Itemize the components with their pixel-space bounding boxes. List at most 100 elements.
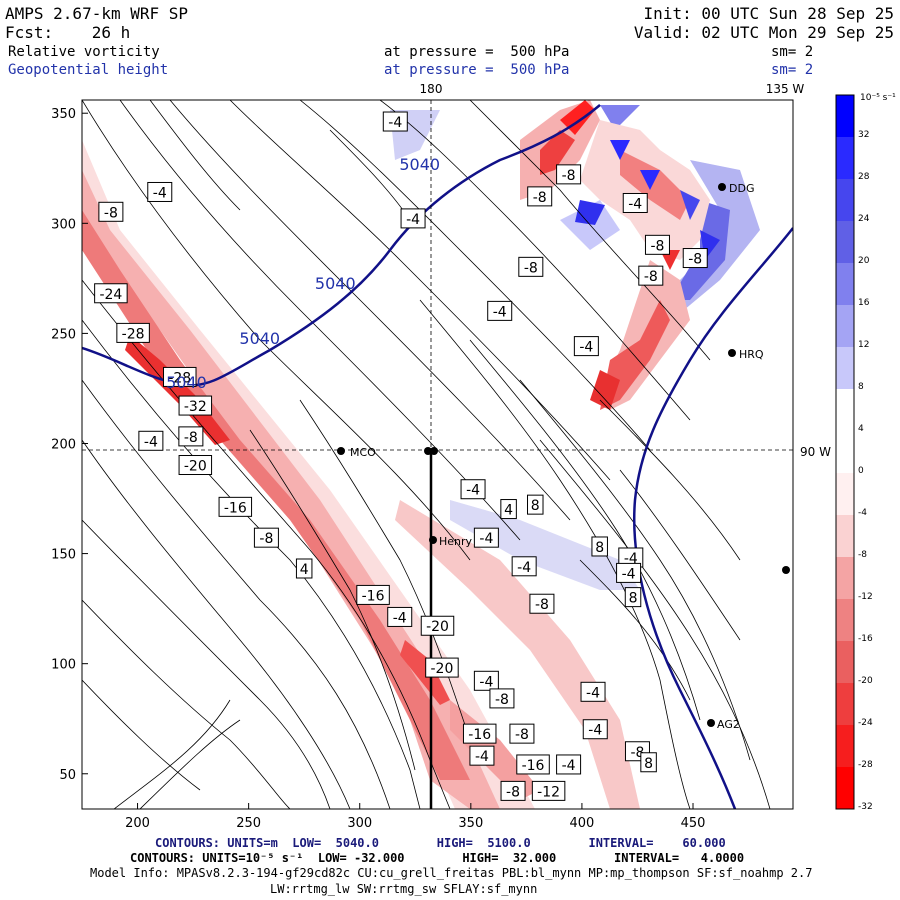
lon-label-180: 180: [420, 82, 443, 96]
colorbar-swatch: [836, 389, 854, 432]
vorticity-label-box: [582, 719, 608, 740]
field1-smoothing: sm= 2: [771, 44, 814, 60]
vorticity-label: -32: [178, 395, 213, 416]
lat-label-90w: 90 W: [800, 445, 831, 459]
vorticity-label-text: -8: [515, 727, 529, 743]
lon-label-135w: 135 W: [766, 82, 805, 96]
vorticity-label: -28: [163, 366, 197, 387]
vorticity-label-box: [616, 562, 642, 583]
vorticity-label: -20: [425, 657, 459, 678]
colorbar-swatch: [836, 767, 854, 810]
vorticity-label-text: -4: [466, 483, 480, 499]
colorbar-swatch: [836, 683, 854, 726]
colorbar: 32 28 24 20 16 12 8 4 0 -4 -8 -12 -16 -20 -24 -28 -32: [835, 94, 873, 812]
vorticity-label-text: -20: [431, 661, 454, 677]
vorticity-label-box: [473, 527, 499, 548]
plot-field: [82, 100, 793, 809]
station-ddg-marker: [718, 183, 726, 191]
vorticity-label: -12: [531, 780, 566, 801]
vorticity-label-box: [178, 426, 204, 447]
height-labels: 5040 5040 5040 5040: [166, 155, 440, 392]
station-ag2-marker: [707, 719, 715, 727]
colorbar-level-label: 12: [858, 340, 869, 350]
vorticity-label-box: [356, 584, 390, 605]
vorticity-label: -8: [500, 780, 526, 801]
vorticity-label-box: [98, 201, 124, 222]
colorbar-level-label: 24: [858, 214, 870, 224]
vorticity-label-box: [516, 754, 550, 775]
colorbar-level-label: 8: [858, 382, 864, 392]
station-extra-marker: [782, 566, 790, 574]
x-tick-label: 400: [570, 816, 595, 831]
vorticity-label: -4: [469, 745, 495, 766]
vorticity-label-text: -4: [406, 212, 420, 228]
vorticity-label: -4: [622, 192, 648, 213]
vorticity-label-box: [527, 186, 553, 207]
colorbar-unit-label: 10⁻⁵ s⁻¹: [860, 93, 896, 103]
colorbar-swatch: [836, 305, 854, 348]
colorbar-level-label: 4: [858, 424, 864, 434]
vorticity-label-text: -20: [184, 459, 207, 475]
vorticity-label-box: [556, 164, 582, 185]
vorticity-label-text: -8: [524, 260, 538, 276]
vorticity-label-box: [624, 587, 642, 608]
x-tick-label: 200: [125, 816, 150, 831]
vorticity-label-box: [253, 527, 279, 548]
vorticity-label-text: 4: [504, 503, 513, 519]
colorbar-swatch: [836, 179, 854, 222]
vorticity-label: -8: [489, 688, 515, 709]
vorticity-label-box: [556, 754, 582, 775]
footer-contours-height: CONTOURS: UNITS=m LOW= 5040.0 HIGH= 5100…: [155, 836, 726, 850]
station-mco-marker2: [424, 447, 432, 455]
vorticity-label-box: [116, 322, 150, 343]
vorticity-label-box: [147, 181, 173, 202]
vorticity-label-box: [509, 723, 535, 744]
vorticity-label: 8: [624, 587, 642, 608]
station-mco-marker3: [430, 447, 438, 455]
vorticity-label-text: 4: [300, 562, 309, 578]
vorticity-labels: -8-24-28-28-32-4 -8-20-16-84-16-4-20-20-4…: [94, 111, 708, 801]
x-tick-label: 250: [236, 816, 261, 831]
vorticity-label-box: [469, 745, 495, 766]
vorticity-label-text: -8: [650, 238, 664, 254]
vorticity-label-text: -8: [104, 205, 118, 221]
height-contour-label: 5040: [315, 274, 356, 293]
axis-ticks: [82, 112, 694, 809]
vorticity-label: -8: [638, 265, 664, 286]
vorticity-label-text: -4: [493, 304, 507, 320]
vorticity-label: -4: [616, 562, 642, 583]
colorbar-swatch: [836, 263, 854, 306]
vorticity-label-box: [644, 234, 670, 255]
colorbar-level-label: -28: [858, 760, 873, 770]
vorticity-label: -8: [556, 164, 582, 185]
vorticity-label: -4: [387, 606, 413, 627]
station-hrq-label: HRQ: [739, 348, 764, 361]
vorticity-label: -4: [556, 754, 582, 775]
vorticity-band-max2: [400, 640, 450, 705]
vorticity-label: -4: [138, 430, 164, 451]
vorticity-label-box: [622, 192, 648, 213]
colorbar-swatch: [836, 515, 854, 558]
y-tick-label: 350: [51, 107, 76, 122]
field2-smoothing: sm= 2: [771, 62, 814, 78]
vorticity-label-box: [511, 556, 537, 577]
vorticity-label-text: -4: [475, 749, 489, 765]
colorbar-level-label: 20: [858, 256, 870, 266]
vorticity-label: -8: [178, 426, 204, 447]
vorticity-band-max: [125, 335, 230, 445]
vorticity-label-text: -8: [495, 692, 509, 708]
vorticity-band-outer: [82, 140, 535, 809]
vorticity-label: -4: [147, 181, 173, 202]
colorbar-swatch: [836, 725, 854, 768]
vorticity-label-box: [518, 256, 544, 277]
forecast-hour: Fcst: 26 h: [5, 23, 131, 42]
vorticity-label-box: [638, 265, 664, 286]
vorticity-label-box: [462, 723, 497, 744]
footer-model-info-2: LW:rrtmg_lw SW:rrtmg_sw SFLAY:sf_mynn: [270, 882, 538, 896]
vorticity-label-text: -4: [588, 723, 602, 739]
vorticity-label-box: [178, 395, 213, 416]
vorticity-label: -4: [400, 208, 426, 229]
ne-turbulent-region: [520, 100, 720, 410]
vorticity-label-text: -8: [562, 168, 576, 184]
vorticity-label: -28: [116, 322, 150, 343]
